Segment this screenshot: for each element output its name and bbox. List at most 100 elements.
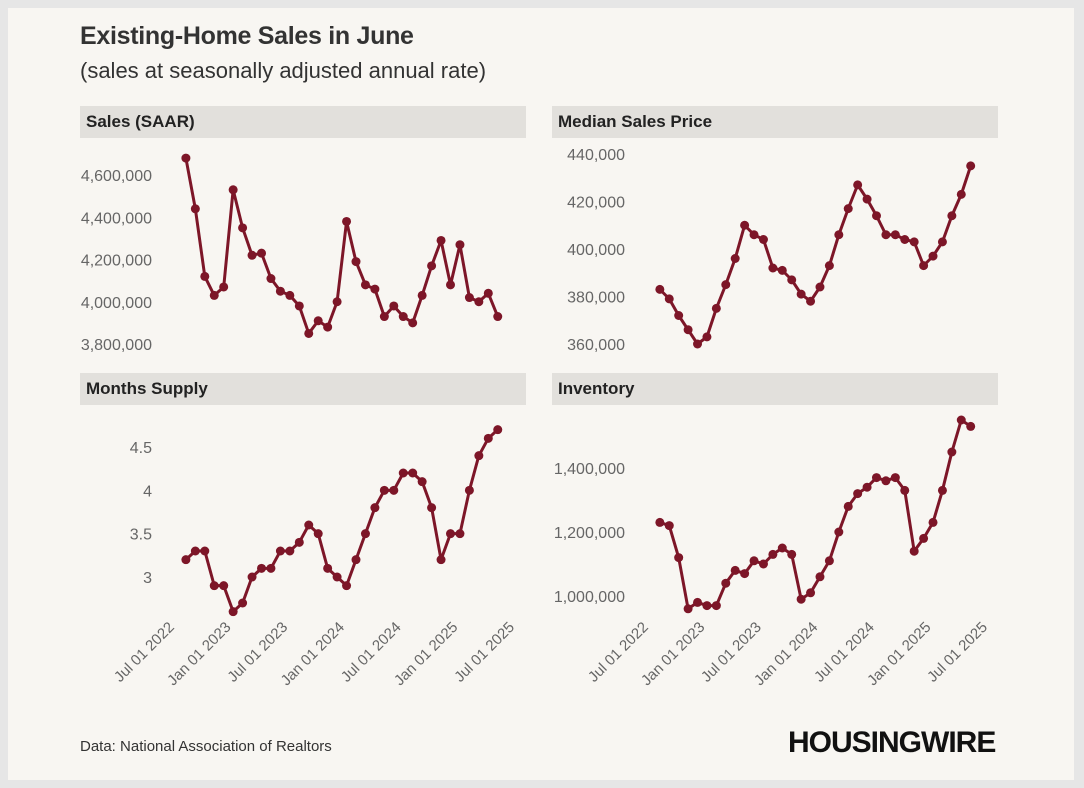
- data-point: [474, 451, 484, 461]
- y-tick-label: 400,000: [567, 242, 625, 259]
- data-point: [200, 271, 210, 281]
- data-point: [219, 581, 229, 591]
- chart-title: Existing-Home Sales in June: [80, 22, 414, 50]
- data-point: [398, 468, 408, 478]
- data-point: [890, 473, 900, 483]
- data-point: [332, 297, 342, 307]
- y-tick-label: 4,400,000: [81, 210, 152, 227]
- data-point: [919, 261, 929, 271]
- data-point: [683, 604, 693, 614]
- data-point: [389, 301, 399, 311]
- data-point: [909, 546, 919, 556]
- data-point: [313, 316, 323, 326]
- data-point: [758, 559, 768, 569]
- data-point: [928, 517, 938, 527]
- data-point: [219, 282, 229, 292]
- data-point: [796, 594, 806, 604]
- panel-header-months-supply: Months Supply: [80, 373, 526, 405]
- y-tick-label: 4,600,000: [81, 168, 152, 185]
- data-point: [693, 339, 703, 349]
- data-point: [493, 425, 503, 435]
- y-tick-label: 440,000: [567, 147, 625, 164]
- y-tick-label: 1,400,000: [554, 461, 625, 478]
- panel-header-price: Median Sales Price: [552, 106, 998, 138]
- data-point: [693, 597, 703, 607]
- series-line: [659, 418, 972, 611]
- data-point: [749, 556, 759, 566]
- housingwire-logo: HOUSINGWIRE: [788, 726, 996, 759]
- source-note: Data: National Association of Realtors: [80, 738, 332, 755]
- data-point: [323, 563, 333, 573]
- data-point: [446, 529, 455, 539]
- data-point: [238, 598, 248, 608]
- data-point: [966, 161, 976, 171]
- data-point: [909, 237, 919, 247]
- data-point: [436, 555, 446, 565]
- data-point: [834, 527, 844, 537]
- data-point: [427, 261, 437, 271]
- data-point: [313, 529, 323, 539]
- data-point: [900, 485, 910, 495]
- data-point: [266, 274, 276, 284]
- data-point: [417, 477, 427, 487]
- data-point: [493, 312, 503, 322]
- data-point: [872, 473, 881, 483]
- y-tick-label: 3.5: [130, 527, 152, 544]
- data-point: [853, 180, 863, 190]
- data-point: [740, 220, 750, 230]
- data-point: [257, 248, 266, 258]
- data-point: [711, 303, 721, 313]
- data-point: [455, 529, 465, 539]
- data-point: [730, 565, 740, 575]
- data-point: [247, 250, 257, 260]
- data-point: [721, 578, 731, 588]
- data-point: [824, 261, 834, 271]
- data-point: [275, 546, 285, 556]
- data-point: [379, 312, 389, 322]
- data-point: [843, 501, 853, 511]
- data-point: [872, 211, 881, 221]
- data-point: [947, 211, 957, 221]
- data-point: [890, 230, 900, 240]
- data-point: [190, 546, 200, 556]
- panel-header-sales: Sales (SAAR): [80, 106, 526, 138]
- data-point: [806, 588, 816, 598]
- data-point: [398, 312, 408, 322]
- data-point: [787, 275, 797, 285]
- data-point: [824, 556, 834, 566]
- data-point: [730, 254, 740, 263]
- data-point: [200, 546, 210, 556]
- data-point: [758, 235, 768, 244]
- data-point: [966, 421, 976, 431]
- data-point: [294, 537, 304, 547]
- y-tick-label: 4: [143, 483, 152, 500]
- data-point: [190, 204, 200, 214]
- y-tick-label: 3: [143, 570, 152, 587]
- data-point: [956, 415, 966, 425]
- data-point: [937, 237, 947, 247]
- data-point: [228, 185, 238, 195]
- data-point: [702, 332, 712, 342]
- data-point: [285, 546, 295, 556]
- data-point: [740, 569, 750, 579]
- data-point: [664, 521, 674, 531]
- x-tick-label: Jul 01 2025: [924, 619, 991, 686]
- data-point: [360, 529, 370, 539]
- data-point: [370, 503, 380, 513]
- data-point: [275, 286, 285, 296]
- data-point: [323, 322, 333, 332]
- data-point: [304, 328, 314, 338]
- y-tick-label: 4,200,000: [81, 253, 152, 270]
- y-tick-label: 360,000: [567, 337, 625, 354]
- data-point: [464, 485, 474, 495]
- series-line: [184, 428, 499, 614]
- data-point: [389, 485, 399, 495]
- data-point: [683, 325, 693, 335]
- data-point: [455, 240, 465, 250]
- data-point: [655, 284, 665, 294]
- data-point: [777, 265, 787, 275]
- data-point: [360, 280, 370, 290]
- data-point: [285, 290, 295, 300]
- data-point: [446, 280, 455, 290]
